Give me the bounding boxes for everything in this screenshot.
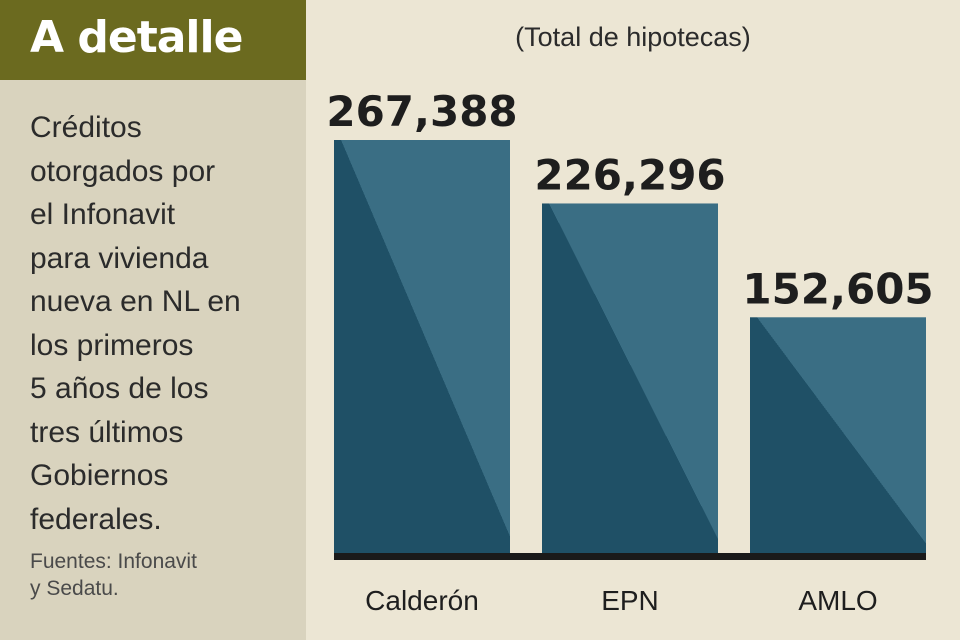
category-label-epn: EPN xyxy=(601,585,659,616)
bars-layer: 267,388 Calderón 226,296 EPN 152,605 AMLO xyxy=(326,87,933,616)
description-line: Gobiernos xyxy=(30,459,169,492)
value-label-calderon: 267,388 xyxy=(326,87,517,136)
description-line: el Infonavit xyxy=(30,198,176,231)
source-note: Fuentes: Infonavit y Sedatu. xyxy=(30,548,300,602)
sidebar-panel: A detalle Créditos otorgados por el Info… xyxy=(0,0,306,640)
header-title: A detalle xyxy=(30,12,243,63)
description-line: Créditos xyxy=(30,111,142,144)
description-line: federales. xyxy=(30,502,162,536)
chart-subtitle: (Total de hipotecas) xyxy=(515,22,751,52)
value-label-epn: 226,296 xyxy=(534,150,725,199)
source-line: y Sedatu. xyxy=(30,577,119,600)
bar-amlo xyxy=(750,317,926,553)
bar-chart: 267,388 Calderón 226,296 EPN 152,605 AMLO xyxy=(326,87,933,616)
category-label-calderon: Calderón xyxy=(365,585,479,616)
description-line: otorgados por xyxy=(30,154,216,188)
chart-baseline xyxy=(334,553,926,560)
chart-description: Créditos otorgados por el Infonavit para… xyxy=(30,106,300,541)
description-line: los primeros xyxy=(30,328,194,362)
header-band: A detalle xyxy=(0,0,306,80)
bar-calderon xyxy=(334,140,510,553)
source-line: Fuentes: Infonavit xyxy=(30,550,197,573)
bar-epn xyxy=(542,203,718,553)
description-line: 5 años de los xyxy=(30,372,209,405)
category-label-amlo: AMLO xyxy=(798,585,877,616)
description-line: nueva en NL en xyxy=(30,285,241,318)
description-line: para vivienda xyxy=(30,241,209,275)
description-line: tres últimos xyxy=(30,415,184,449)
chart-area: (Total de hipotecas) 267,388 Calderón 226,… xyxy=(306,0,960,640)
value-label-amlo: 152,605 xyxy=(742,264,933,313)
